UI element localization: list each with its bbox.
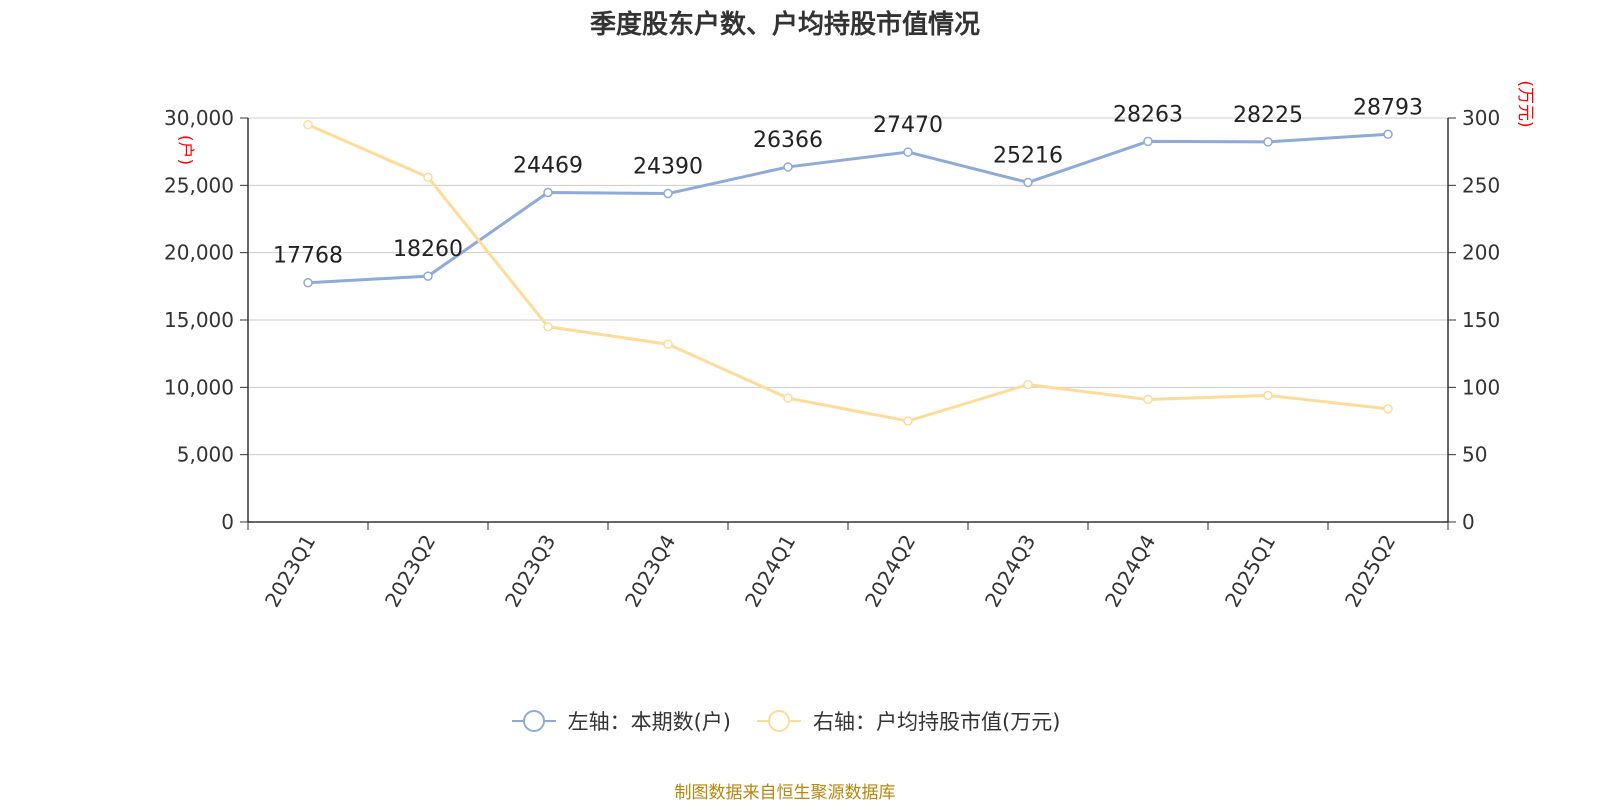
data-label-shareholders: 17768 — [273, 244, 343, 269]
data-label-shareholders: 25216 — [993, 143, 1063, 168]
data-point-shareholders — [783, 162, 793, 172]
data-label-shareholders: 24469 — [513, 153, 583, 178]
series-line-avg-holding-value — [307, 123, 1389, 423]
data-point-shareholders — [663, 188, 673, 199]
data-label-shareholders: 24390 — [633, 155, 703, 180]
right-axis-tick-label: 200 — [1462, 241, 1500, 265]
x-axis-tick-label: 2023Q1 — [260, 531, 320, 612]
right-axis-unit: (万元) — [1515, 80, 1535, 127]
data-point-avg-holding-value — [423, 172, 433, 183]
line-chart: 0 0 5,000 50 10,000 100 15,000 150 20,000 200 25,0… — [164, 80, 1535, 612]
legend: 左轴：本期数(户) 右轴：户均持股市值(万元) — [0, 706, 1570, 736]
data-point-shareholders — [1263, 137, 1273, 147]
left-axis-tick-label: 25,000 — [164, 173, 234, 197]
data-point-avg-holding-value — [663, 339, 673, 349]
right-axis-tick-label: 100 — [1462, 375, 1500, 399]
source-note: 制图数据来自恒生聚源数据库 — [674, 783, 896, 803]
data-label-shareholders: 28793 — [1353, 95, 1423, 120]
x-axis-tick-label: 2024Q4 — [1100, 531, 1160, 612]
chart-title: 季度股东户数、户均持股市值情况 — [589, 10, 980, 40]
left-axis-tick-label: 20,000 — [164, 241, 234, 265]
left-axis-tick-label: 5,000 — [177, 443, 234, 467]
data-label-shareholders: 26366 — [753, 128, 823, 153]
left-axis-unit: (户) — [175, 135, 195, 165]
data-point-shareholders — [303, 277, 313, 288]
data-label-shareholders: 28263 — [1113, 102, 1183, 127]
legend-marker-right-icon — [757, 710, 801, 732]
data-point-avg-holding-value — [903, 416, 913, 426]
legend-item-right-series[interactable]: 右轴：户均持股市值(万元) — [755, 706, 1060, 736]
data-point-avg-holding-value — [1383, 404, 1393, 414]
x-axis-tick-label: 2024Q1 — [740, 531, 800, 612]
legend-label-right-series: 右轴：户均持股市值(万元) — [813, 710, 1061, 734]
x-axis-tick-label: 2023Q3 — [500, 531, 560, 612]
left-axis-tick-label: 0 — [221, 510, 234, 534]
data-label-shareholders: 27470 — [873, 113, 943, 138]
x-axis-tick-label: 2025Q2 — [1340, 531, 1400, 612]
data-point-shareholders — [1023, 177, 1033, 188]
legend-marker-left-icon — [511, 710, 556, 732]
legend-label-left-series: 左轴：本期数(户) — [567, 710, 731, 734]
data-point-avg-holding-value — [1263, 390, 1273, 401]
data-point-shareholders — [1143, 136, 1153, 147]
right-axis-tick-label: 250 — [1462, 173, 1500, 197]
data-point-avg-holding-value — [783, 393, 793, 403]
right-axis-tick-label: 0 — [1462, 510, 1475, 534]
data-label-shareholders: 28225 — [1233, 103, 1303, 128]
data-point-avg-holding-value — [543, 321, 553, 332]
left-axis-tick-label: 30,000 — [164, 106, 234, 130]
left-axis-tick-label: 15,000 — [164, 308, 234, 332]
data-point-shareholders — [1383, 129, 1393, 140]
data-point-avg-holding-value — [303, 119, 313, 130]
x-axis-tick-label: 2023Q4 — [620, 531, 680, 612]
series-line-shareholders — [307, 132, 1389, 285]
right-axis-tick-label: 300 — [1462, 106, 1500, 130]
data-point-shareholders — [423, 271, 433, 281]
data-point-shareholders — [543, 187, 553, 198]
right-axis-tick-label: 50 — [1462, 443, 1487, 467]
left-axis-tick-label: 10,000 — [164, 375, 234, 399]
x-axis-tick-label: 2024Q3 — [980, 531, 1040, 612]
data-label-shareholders: 18260 — [393, 237, 463, 262]
x-axis-tick-label: 2024Q2 — [860, 531, 920, 612]
x-axis-tick-label: 2025Q1 — [1220, 531, 1280, 612]
x-axis-tick-label: 2023Q2 — [380, 531, 440, 612]
right-axis-tick-label: 150 — [1462, 308, 1500, 332]
data-point-avg-holding-value — [1023, 379, 1033, 390]
legend-item-left-series[interactable]: 左轴：本期数(户) — [510, 706, 731, 736]
data-point-avg-holding-value — [1143, 394, 1153, 405]
data-point-shareholders — [903, 147, 913, 157]
